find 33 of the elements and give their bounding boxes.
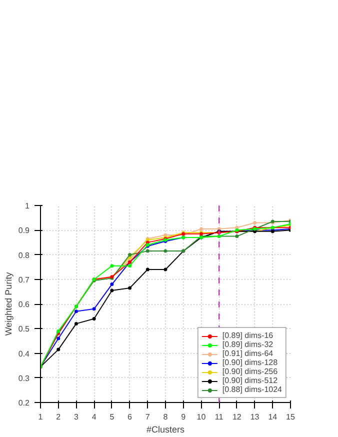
x-axis-title: #Clusters (146, 424, 186, 434)
x-tick-label: 9 (181, 412, 186, 422)
legend-label: [0.91] dims-64 (222, 349, 274, 358)
legend-label: [0.90] dims-256 (222, 367, 278, 376)
x-tick-label: 6 (128, 412, 133, 422)
y-tick-label: 1 (25, 202, 30, 210)
x-tick-label: 4 (92, 412, 97, 422)
x-tick-label: 1 (38, 412, 44, 422)
legend-label: [0.89] dims-32 (222, 340, 274, 349)
x-tick-label: 3 (74, 412, 79, 422)
x-tick-label: 15 (286, 412, 296, 422)
y-tick-label: 0.2 (18, 398, 30, 408)
legend-label: [0.90] dims-128 (222, 358, 278, 367)
y-tick-label: 0.5 (18, 324, 30, 334)
x-tick-label: 8 (163, 412, 168, 422)
x-tick-label: 10 (196, 412, 206, 422)
y-tick-label: 0.7 (18, 275, 30, 284)
x-tick-label: 14 (268, 412, 278, 422)
x-tick-label: 13 (250, 412, 260, 422)
y-tick-label: 0.4 (18, 349, 30, 358)
legend-label: [0.89] dims-16 (222, 331, 274, 340)
legend-label: [0.90] dims-512 (222, 376, 278, 385)
y-tick-label: 0.8 (18, 250, 30, 260)
x-tick-label: 5 (110, 412, 115, 422)
x-tick-label: 2 (56, 412, 62, 422)
x-tick-label: 12 (232, 412, 242, 422)
y-tick-label: 0.9 (18, 226, 30, 236)
y-tick-label: 0.6 (18, 300, 30, 309)
y-axis-title: Weighted Purity (3, 272, 14, 336)
x-tick-label: 7 (145, 412, 150, 422)
x-tick-label: 11 (214, 412, 224, 422)
legend-label: [0.88] dims-1024 (222, 385, 282, 394)
y-tick-label: 0.3 (18, 374, 30, 383)
